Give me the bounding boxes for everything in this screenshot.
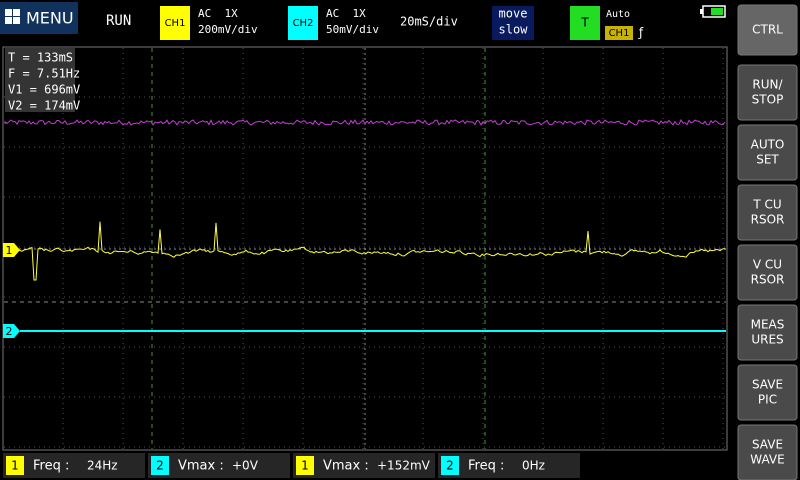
ch1-marker-shape xyxy=(3,243,20,257)
button-label: RSOR xyxy=(751,213,785,227)
measurement-value: +152mV xyxy=(377,459,431,473)
measurement-channel: 1 xyxy=(11,459,19,473)
ch2-label: CH2 xyxy=(293,18,314,29)
menu-label: MENU xyxy=(26,9,74,28)
measurement-label: Vmax : xyxy=(323,459,369,474)
button-label: SAVE xyxy=(752,378,783,392)
button-label: URES xyxy=(751,333,783,347)
timebase: 20mS/div xyxy=(400,15,458,29)
menu-icon xyxy=(5,9,20,24)
button-label: CTRL xyxy=(752,23,783,37)
ch1-label: CH1 xyxy=(165,18,186,29)
ch1-coupling: AC 1X xyxy=(198,7,238,20)
button-label: SAVE xyxy=(752,438,783,452)
button-bg xyxy=(737,424,798,480)
button-label: AUTO xyxy=(751,138,785,152)
button-bg xyxy=(737,364,798,421)
measurement-label: Freq : xyxy=(468,459,504,474)
measurement-value: +0V xyxy=(232,459,259,473)
measurement-bg xyxy=(438,453,580,478)
ch2-coupling: AC 1X xyxy=(326,7,366,20)
readout-line: V2 = 174mV xyxy=(8,99,80,113)
trigger-label: T xyxy=(580,16,589,30)
measurement-label: Vmax : xyxy=(178,459,224,474)
ch2-marker-shape xyxy=(3,324,20,338)
button-label: PIC xyxy=(758,393,777,407)
ch2-scale: 50mV/div xyxy=(326,23,379,36)
measurement-channel-bg xyxy=(151,456,169,475)
run-status: RUN xyxy=(106,13,131,29)
trigger-badge[interactable] xyxy=(570,6,600,40)
readout-line: T = 133mS xyxy=(8,51,73,65)
measurement-channel: 1 xyxy=(301,459,309,473)
button-label: STOP xyxy=(752,93,784,107)
button-label: MEAS xyxy=(751,318,785,332)
battery-icon xyxy=(700,5,726,18)
button-label: T CU xyxy=(752,198,781,212)
side-button[interactable]: CTRL xyxy=(737,4,798,56)
measurement-channel-bg xyxy=(6,456,24,475)
button-label: V CU xyxy=(753,258,782,272)
trigger-edge: ƒ xyxy=(638,26,644,40)
measurement-bg xyxy=(3,453,145,478)
button-bg xyxy=(737,304,798,361)
measurement-bg xyxy=(293,453,435,478)
ch1-marker: 1 xyxy=(6,244,13,257)
readout: T = 133mS F = 7.51Hz V1 = 696mV V2 = 174mV xyxy=(8,51,80,113)
measurement-value: 24Hz xyxy=(87,459,118,473)
measurement-label: Freq : xyxy=(33,459,69,474)
measurement-bar: 1 Freq : 24Hz 2 Vmax : +0V 1 Vmax : +152mV 2 Freq … xyxy=(3,453,580,478)
measurement-value: 0Hz xyxy=(522,459,545,473)
ch1-trace xyxy=(19,221,727,281)
move-badge[interactable] xyxy=(492,6,534,40)
button-label: RSOR xyxy=(751,273,785,287)
ch2-marker: 2 xyxy=(6,325,13,338)
ch2-badge[interactable] xyxy=(288,6,318,40)
trigger-mode: Auto xyxy=(606,9,630,20)
trigger-source-bg xyxy=(605,26,633,40)
button-bg xyxy=(737,124,798,181)
readout-box xyxy=(5,48,75,112)
move-line1: move xyxy=(499,7,528,21)
measurement-channel: 2 xyxy=(156,459,164,473)
ch1-badge[interactable] xyxy=(160,6,190,40)
button-bg xyxy=(737,244,798,301)
button-bg xyxy=(737,4,798,56)
button-bg xyxy=(737,184,798,241)
side-button[interactable]: RUN/STOP xyxy=(737,64,798,121)
ch1-scale: 200mV/div xyxy=(198,23,258,36)
button-label: WAVE xyxy=(750,453,784,467)
button-bg xyxy=(737,64,798,121)
button-label: RUN/ xyxy=(752,78,783,92)
menu-button[interactable]: MENU xyxy=(0,2,78,34)
trigger-source: CH1 xyxy=(609,28,630,39)
math-trace xyxy=(4,118,726,126)
measurement-channel: 2 xyxy=(446,459,454,473)
move-line2: slow xyxy=(499,23,529,37)
readout-line: F = 7.51Hz xyxy=(8,67,80,81)
button-label: SET xyxy=(756,153,779,167)
waveform-area: 12 xyxy=(2,46,728,451)
measurement-channel-bg xyxy=(296,456,314,475)
measurement-channel-bg xyxy=(441,456,459,475)
readout-line: V1 = 696mV xyxy=(8,83,80,97)
measurement-bg xyxy=(148,453,290,478)
